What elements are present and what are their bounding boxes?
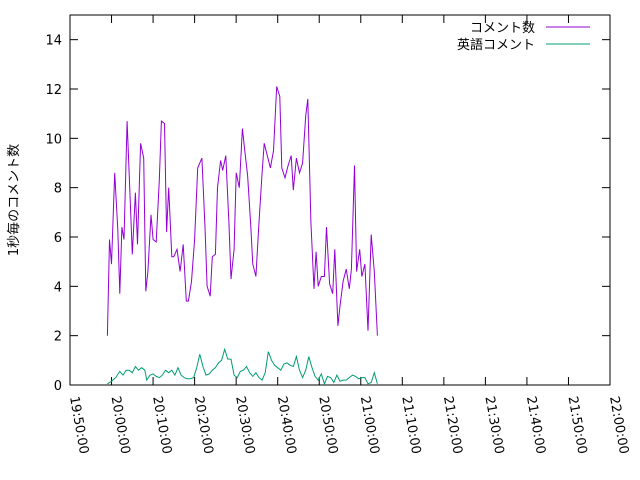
- x-tick-label: 20:20:00: [191, 395, 216, 455]
- y-axis-ticks: 0 2 4 6 8 10 12 14: [45, 34, 610, 394]
- x-tick-label: 20:30:00: [232, 395, 257, 455]
- x-tick-label: 20:00:00: [108, 395, 133, 455]
- y-tick-label: 0: [54, 379, 62, 394]
- x-tick-label: 21:00:00: [357, 395, 382, 455]
- y-tick-label: 10: [45, 132, 62, 147]
- y-tick-label: 12: [45, 83, 62, 98]
- y-tick-label: 8: [54, 182, 62, 197]
- x-tick-label: 21:10:00: [398, 395, 423, 455]
- legend-label: コメント数: [470, 21, 535, 36]
- x-tick-label: 21:30:00: [481, 395, 506, 455]
- x-tick-label: 21:50:00: [565, 395, 590, 455]
- x-tick-label: 20:40:00: [274, 395, 299, 455]
- y-tick-label: 2: [54, 330, 62, 345]
- x-tick-label: 21:20:00: [440, 395, 465, 455]
- series-line-2: [107, 347, 378, 386]
- y-tick-label: 4: [54, 280, 62, 295]
- x-tick-label: 20:50:00: [315, 395, 340, 455]
- x-tick-label: 22:00:00: [606, 395, 631, 455]
- x-tick-label: 19:50:00: [66, 395, 91, 455]
- plot-frame: [69, 14, 611, 386]
- y-tick-label: 6: [54, 231, 62, 246]
- x-tick-label: 20:10:00: [149, 395, 174, 455]
- y-tick-label: 14: [45, 34, 62, 49]
- legend-label: 英語コメント: [457, 37, 535, 53]
- series-line-1: [106, 86, 378, 336]
- y-axis-label: 1秒毎のコメント数: [6, 144, 22, 256]
- x-axis-ticks: 19:50:00 20:00:00 20:10:00 20:20:00 20:30:00…: [66, 15, 631, 455]
- x-tick-label: 21:40:00: [523, 395, 548, 455]
- series-lines: [106, 86, 378, 386]
